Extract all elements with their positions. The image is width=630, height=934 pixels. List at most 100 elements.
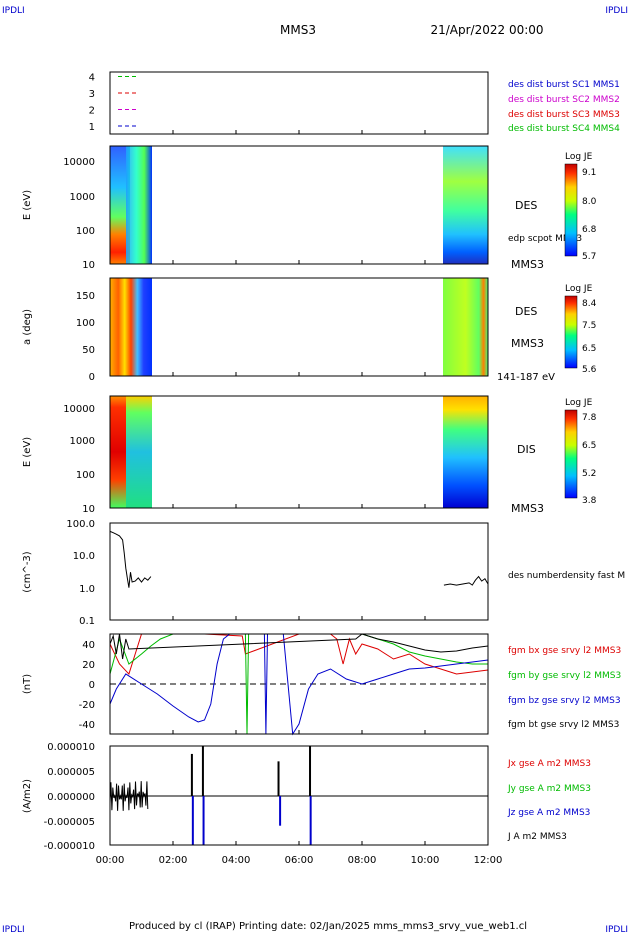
bfield-tick-0: 40 xyxy=(82,640,95,651)
dis-energy-cb-tick-1: 6.5 xyxy=(582,441,596,451)
des-pitch-colorbar-title: Log JE xyxy=(565,284,593,294)
x-axis: 00:00 02:00 04:00 06:00 08:00 10:00 12:00 xyxy=(96,130,502,866)
panel-availability: 4 3 2 1 des dist burst SC1 MMS1 des dist bu… xyxy=(89,71,620,135)
des-pitch-colorbar xyxy=(564,295,578,369)
des-pitch-tick-0: 150 xyxy=(76,291,95,302)
legend-j: J A m2 MMS3 xyxy=(507,832,567,842)
legend-jx: Jx gse A m2 MMS3 xyxy=(507,759,591,769)
des-energy-instrument: DES xyxy=(515,199,537,212)
legend-mms1: des dist burst SC1 MMS1 xyxy=(508,80,620,90)
availability-tick-2: 2 xyxy=(89,106,95,117)
availability-lines xyxy=(118,76,138,127)
des-pitch-tick-3: 0 xyxy=(89,372,95,383)
bfield-tick-2: 0 xyxy=(89,680,95,691)
des-pitch-ylabel: a (deg) xyxy=(22,309,33,345)
des-energy-colorbar xyxy=(564,163,578,257)
current-ylabel: (A/m2) xyxy=(22,779,33,813)
availability-tick-1: 1 xyxy=(89,122,95,133)
panel-density: (cm^-3) 100.0 10.0 1.0 0.1 des numberden… xyxy=(22,519,625,627)
availability-ticks: 4 3 2 1 xyxy=(89,73,95,134)
panel-bfield: (nT) 40 20 0 -20 -40 fgm bx gse srvy l2 … xyxy=(22,633,621,736)
bfield-series-bt xyxy=(109,633,489,660)
legend-bt: fgm bt gse srvy l2 MMS3 xyxy=(508,720,619,730)
corner-label-tr: IPDLI xyxy=(605,6,628,16)
density-tick-2: 1.0 xyxy=(79,584,95,595)
bfield-ylabel: (nT) xyxy=(22,674,33,694)
des-energy-cb-tick-3: 5.7 xyxy=(582,252,596,262)
des-pitch-spacecraft: MMS3 xyxy=(511,337,544,350)
dis-energy-cb-tick-2: 5.2 xyxy=(582,469,596,479)
dis-energy-cb-tick-0: 7.8 xyxy=(582,413,597,423)
dis-energy-spacecraft: MMS3 xyxy=(511,502,544,515)
current-tick-1: 0.000005 xyxy=(47,767,95,778)
des-pitch-energy-range: 141-187 eV xyxy=(497,372,555,383)
panel-des-pitch-frame xyxy=(109,277,489,377)
legend-mms3: des dist burst SC3 MMS3 xyxy=(508,110,620,120)
bfield-tick-1: 20 xyxy=(82,660,95,671)
current-tick-0: 0.000010 xyxy=(47,742,95,753)
x-tick-label-0200: 02:00 xyxy=(159,855,188,866)
spacecraft-title: MMS3 xyxy=(280,23,316,37)
availability-tick-4: 4 xyxy=(89,73,95,84)
dis-energy-instrument: DIS xyxy=(517,443,536,456)
panel-des-energy-frame xyxy=(109,145,489,265)
des-energy-block-2 xyxy=(443,146,488,264)
panel-dis-energy-frame xyxy=(109,395,489,509)
legend-mms4: des dist burst SC4 MMS4 xyxy=(508,124,620,134)
legend-jy: Jy gse A m2 MMS3 xyxy=(507,784,591,794)
corner-label-tl: IPDLI xyxy=(2,6,25,16)
legend-bx: fgm bx gse srvy l2 MMS3 xyxy=(508,646,621,656)
des-energy-colorbar-title: Log JE xyxy=(565,152,593,162)
panel-dis-energy: E (eV) 10000 1000 100 10 DIS MMS3 Log JE… xyxy=(22,395,597,515)
des-energy-block-1b xyxy=(126,146,152,264)
legend-mms2: des dist burst SC2 MMS2 xyxy=(508,95,620,105)
x-tick-label-1000: 10:00 xyxy=(411,855,440,866)
dis-energy-block-1 xyxy=(110,396,126,508)
current-tick-2: 0.000000 xyxy=(47,792,95,803)
density-tick-3: 0.1 xyxy=(79,616,95,627)
density-legend: des numberdensity fast M xyxy=(508,571,625,581)
x-tick-label-0000: 00:00 xyxy=(96,855,125,866)
des-pitch-instrument: DES xyxy=(515,305,537,318)
des-energy-tick-0: 10000 xyxy=(63,157,95,168)
availability-tick-3: 3 xyxy=(89,89,95,100)
dis-energy-tick-3: 10 xyxy=(82,504,95,515)
des-energy-sidenote: edp scpot MMS3 xyxy=(508,234,582,244)
panel-current: (A/m2) 0.000010 0.000005 0.000000 -0.000… xyxy=(22,742,591,852)
current-tick-3: -0.000005 xyxy=(44,817,95,828)
des-pitch-cb-tick-3: 5.6 xyxy=(582,365,597,375)
des-energy-tick-2: 100 xyxy=(76,226,95,237)
des-pitch-block-1 xyxy=(110,278,152,376)
x-tick-label-0600: 06:00 xyxy=(285,855,314,866)
density-ylabel: (cm^-3) xyxy=(22,551,33,592)
dis-energy-tick-2: 100 xyxy=(76,470,95,481)
des-energy-cb-tick-2: 6.8 xyxy=(582,225,597,235)
corner-label-br: IPDLI xyxy=(605,925,628,934)
des-pitch-cb-tick-0: 8.4 xyxy=(582,299,597,309)
des-energy-spacecraft: MMS3 xyxy=(511,258,544,271)
des-pitch-cb-tick-2: 6.5 xyxy=(582,344,596,354)
current-lines xyxy=(109,746,488,845)
panel-density-frame xyxy=(109,522,489,621)
legend-by: fgm by gse srvy l2 MMS3 xyxy=(508,671,621,681)
legend-jz: Jz gse A m2 MMS3 xyxy=(507,808,590,818)
current-tick-4: -0.000010 xyxy=(44,841,95,852)
dis-energy-cb-tick-3: 3.8 xyxy=(582,496,597,506)
des-energy-ylabel: E (eV) xyxy=(22,190,33,220)
x-tick-label-0800: 08:00 xyxy=(348,855,377,866)
des-energy-cb-tick-1: 8.0 xyxy=(582,197,597,207)
des-pitch-cb-tick-1: 7.5 xyxy=(582,321,596,331)
density-lines xyxy=(109,530,489,588)
corner-label-bl: IPDLI xyxy=(2,925,25,934)
dis-energy-colorbar xyxy=(564,409,578,499)
current-noise-start xyxy=(109,781,149,811)
dis-energy-colorbar-title: Log JE xyxy=(565,398,593,408)
des-pitch-block-2 xyxy=(443,278,488,376)
dis-energy-block-1b xyxy=(126,396,152,508)
dis-energy-block-2 xyxy=(443,396,488,508)
panel-des-pitch: a (deg) 150 100 50 0 DES MMS3 141-187 eV… xyxy=(22,277,597,383)
panel-availability-frame xyxy=(109,71,489,135)
des-pitch-tick-1: 100 xyxy=(76,318,95,329)
density-segment-2 xyxy=(443,575,489,586)
